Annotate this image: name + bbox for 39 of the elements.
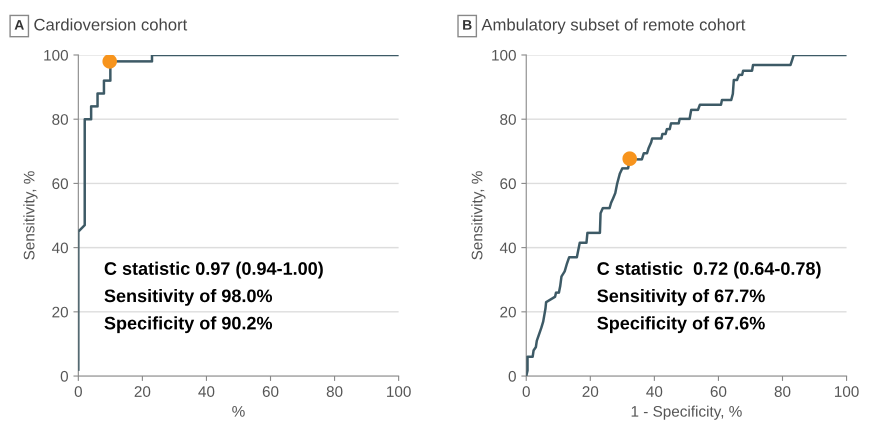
y-axis-title: Sensitivity, % (23, 171, 38, 260)
annotation: Sensitivity of 67.7% (597, 288, 765, 306)
x-tick-label: 60 (262, 386, 278, 397)
y-tick-label: 20 (52, 306, 68, 318)
x-tick-label: 0 (522, 386, 530, 397)
x-tick-label: 0 (74, 386, 82, 397)
y-tick-label: 60 (52, 178, 68, 190)
annotation: Specificity of 67.6% (597, 316, 765, 334)
y-axis-title: Sensitivity, % (471, 171, 486, 260)
y-tick-label: 20 (500, 306, 516, 318)
annotation: Sensitivity of 98.0% (104, 288, 272, 306)
y-tick-label: 0 (60, 370, 68, 382)
annotation: C statistic 0.97 (0.94-1.00) (104, 262, 323, 279)
x-tick-label: 40 (198, 386, 214, 397)
y-tick-label: 100 (44, 50, 68, 61)
x-tick-label: 100 (834, 386, 859, 397)
y-tick-label: 40 (500, 242, 516, 254)
y-tick-label: 100 (492, 50, 516, 61)
x-tick-label: 80 (774, 386, 790, 397)
x-tick-label: 40 (646, 386, 662, 397)
y-tick-label: 0 (508, 370, 516, 382)
chart-title: Cardioversion cohort (34, 18, 188, 31)
x-tick-label: 100 (387, 386, 411, 397)
x-tick-label: 20 (134, 386, 150, 397)
annotation: Specificity of 90.2% (104, 316, 272, 334)
x-tick-label: 60 (710, 386, 726, 397)
x-axis-title: 1 - Specificity, % (632, 406, 742, 420)
x-tick-label: 20 (582, 386, 598, 397)
text: A (14, 20, 24, 30)
x-axis-title: % (232, 406, 245, 417)
y-tick-label: 60 (500, 178, 516, 190)
annotation: C statistic 0.72 (0.64-0.78) (597, 262, 821, 279)
x-tick-label: 80 (326, 386, 342, 397)
line-series (78, 54, 399, 371)
y-tick-label: 80 (52, 114, 68, 125)
text: B (463, 20, 472, 30)
y-tick-label: 80 (500, 114, 516, 125)
chart-title: Ambulatory subset of remote cohort (481, 18, 746, 34)
y-tick-label: 40 (52, 242, 68, 254)
